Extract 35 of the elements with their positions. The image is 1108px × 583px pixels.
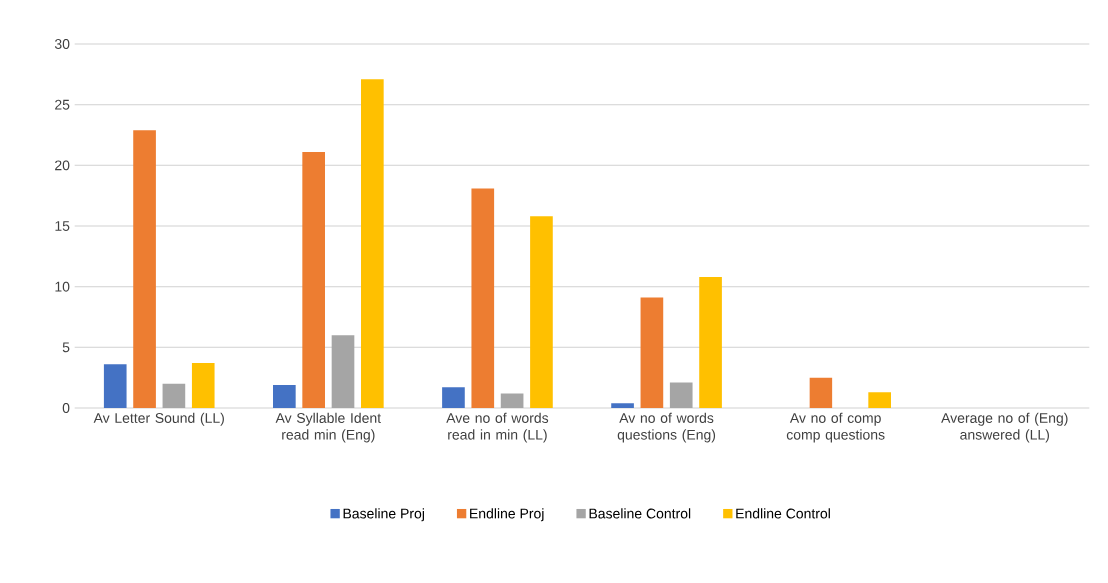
bar [530, 216, 553, 409]
legend-label: Baseline Proj [343, 508, 424, 522]
x-tick-label: Av Letter Sound (LL) [93, 412, 224, 426]
y-tick-label: 10 [55, 281, 70, 292]
y-tick-label: 30 [54, 39, 70, 50]
y-tick-label: 25 [55, 99, 70, 110]
y-tick-label: 15 [55, 221, 70, 232]
bar [103, 364, 127, 409]
legend-label: Baseline Control [589, 508, 691, 519]
x-tick-label: Av Syllable Ident read min (Eng) [275, 412, 381, 443]
bar [471, 188, 495, 409]
bar [162, 383, 186, 409]
y-tick-label: 20 [55, 160, 70, 171]
bar [273, 385, 296, 409]
legend-label: Endline Proj [470, 508, 544, 522]
x-tick-label: Ave no of words read in min (LL) [446, 412, 549, 443]
x-tick-label: Av no of words questions (Eng) [617, 412, 716, 443]
bar [361, 79, 384, 409]
bar [331, 335, 355, 409]
bar [868, 392, 891, 409]
x-tick-label: Av no of comp comp questions [786, 412, 885, 443]
bar [133, 130, 156, 409]
bar [669, 382, 693, 409]
bar [500, 393, 524, 409]
bar [809, 377, 833, 409]
bar [442, 387, 465, 409]
x-tick-label: Average no of (Eng) answered (LL) [941, 412, 1068, 443]
bar [611, 403, 634, 409]
y-tick-label: 0 [62, 403, 70, 414]
bar [191, 363, 215, 409]
bar [302, 152, 325, 409]
y-tick-label: 5 [62, 342, 70, 353]
bar [699, 277, 722, 409]
bar [640, 297, 664, 409]
legend-label: Endline Control [736, 508, 830, 519]
